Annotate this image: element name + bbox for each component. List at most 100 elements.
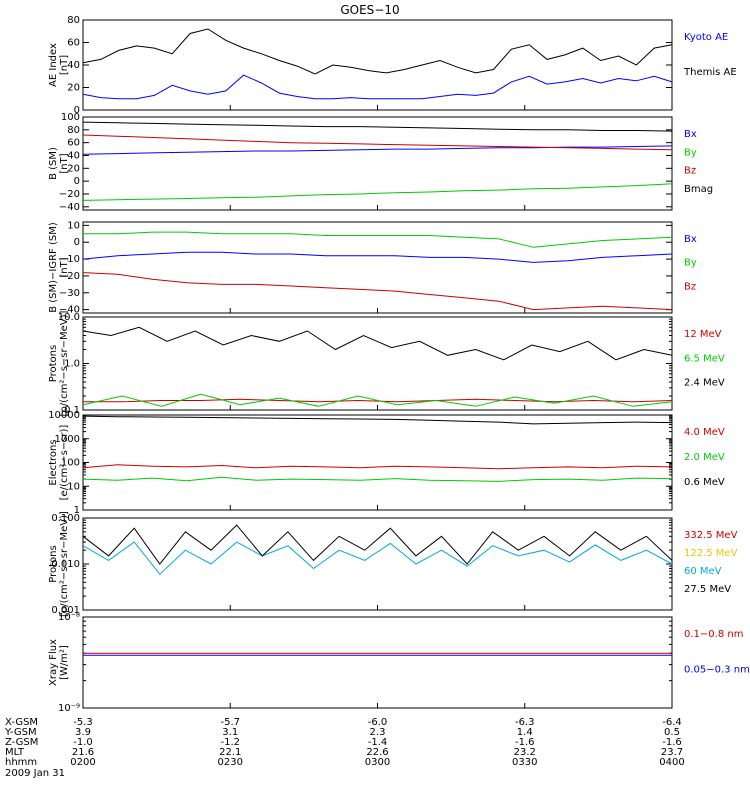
series-line-60 MeV [82, 541, 673, 575]
footer-value: 0300 [365, 757, 390, 768]
series-line-2.4 MeV [82, 326, 673, 361]
y-tick-label: 100 [61, 112, 80, 123]
legend-label: 2.4 MeV [684, 378, 725, 389]
panel-frame [82, 616, 673, 709]
panel-frame [82, 19, 673, 111]
y-axis-label: AE Index [48, 43, 59, 87]
panel-6: 0.001 0.010 0.100 Protons [p/(cm²−s−sr−MeV)]… [48, 511, 738, 617]
series-line-27.5 MeV [82, 524, 673, 565]
y-tick-label: 80 [67, 125, 80, 136]
panel-7: 10⁻⁹ 10⁻⁸ Xray Flux [W/m²] 0.1−0.8 nm 0.05−0.… [48, 612, 750, 714]
legend-label: 27.5 MeV [684, 584, 731, 595]
y-tick-label: −20 [59, 271, 80, 282]
legend-label: Bx [684, 234, 697, 245]
legend-label: 2.0 MeV [684, 452, 725, 463]
y-axis-label: [nT] [59, 257, 70, 277]
series-line-Bx [82, 145, 673, 155]
y-tick-label: 0.1 [64, 405, 80, 416]
y-tick-label: 40 [67, 60, 80, 71]
series-line-By [82, 183, 673, 201]
y-tick-label: −30 [59, 288, 80, 299]
panel-1: 0 20 40 60 80 AE Index [nT] Kyoto AE Themis AE [48, 15, 737, 116]
series-line-2.0 MeV [82, 476, 673, 482]
legend-label: 332.5 MeV [684, 530, 738, 541]
series-line-6.5 MeV [82, 393, 673, 407]
footer-value: 21.6 [72, 747, 94, 758]
legend-label: Kyoto AE [684, 32, 728, 43]
series-line-By [83, 231, 673, 248]
y-axis-label: Protons [48, 545, 59, 582]
panel-4: 0.1 1.0 10.0 Protons [p/(cm²−s−sr−MeV)] 12 Me… [48, 310, 725, 416]
series-line-Bz [82, 272, 673, 311]
legend-label: 0.1−0.8 nm [684, 629, 743, 640]
series-line-Kyoto AE [82, 74, 673, 100]
y-axis-label: Electrons [48, 439, 59, 485]
y-tick-label: 0 [74, 237, 80, 248]
legend-label: Bx [684, 129, 697, 140]
legend-label: 60 MeV [684, 566, 722, 577]
y-tick-label: 0.001 [51, 605, 80, 616]
legend-label: Themis AE [683, 67, 737, 78]
y-axis-label: [nT] [59, 153, 70, 173]
footer-value: 0400 [659, 757, 684, 768]
legend-label: 122.5 MeV [684, 548, 738, 559]
y-axis-label: Protons [48, 345, 59, 382]
panel-frame [82, 316, 673, 411]
footer-value: -1.2 [220, 737, 240, 748]
y-tick-label: 40 [67, 150, 80, 161]
y-tick-label: 20 [67, 83, 80, 94]
footer-value: 0.5 [664, 727, 680, 738]
footer-value: -1.6 [662, 737, 682, 748]
legend-label: 6.5 MeV [684, 353, 725, 364]
footer-value: 0330 [512, 757, 537, 768]
footer-value: 0200 [70, 757, 95, 768]
chart-title: GOES−10 [340, 3, 399, 17]
y-tick-label: 1000 [55, 434, 80, 445]
footer-value: -6.3 [515, 717, 535, 728]
series-line-Themis AE [82, 28, 673, 75]
y-tick-label: 10000 [48, 410, 80, 421]
footer-row-label: Z-GSM [5, 737, 38, 748]
legend-label: By [684, 147, 697, 158]
footer-row-label: X-GSM [5, 717, 38, 728]
series-line-Bmag [82, 121, 673, 132]
footer-value: -1.4 [368, 737, 388, 748]
legend-label: Bmag [684, 184, 713, 195]
footer-value: 0230 [218, 757, 243, 768]
y-tick-label: 10 [67, 220, 80, 231]
y-tick-label: 1.0 [64, 359, 80, 370]
y-tick-label: 1 [74, 505, 80, 516]
y-tick-label: 0 [74, 176, 80, 187]
footer-value: -6.0 [368, 717, 388, 728]
footer-row-label: hhmm [5, 757, 37, 768]
series-line-Bz [82, 134, 673, 151]
y-axis-label: [p/(cm²−s−sr−MeV)] [59, 511, 70, 617]
y-tick-label: 10⁻⁹ [58, 703, 80, 714]
footer-row-label: Y-GSM [4, 727, 37, 738]
y-tick-label: 80 [67, 15, 80, 26]
y-tick-label: −40 [59, 305, 80, 316]
footer-value: 23.2 [514, 747, 536, 758]
y-tick-label: −10 [59, 254, 80, 265]
y-axis-label: B (SM) [48, 147, 59, 180]
y-tick-label: −40 [59, 202, 80, 213]
footer-value: -5.3 [73, 717, 93, 728]
footer-value: 23.7 [661, 747, 683, 758]
series-line-0.6 MeV [82, 415, 673, 425]
footer-value: 1.4 [517, 727, 533, 738]
panel-frame [82, 414, 673, 511]
y-tick-label: 20 [67, 163, 80, 174]
y-axis-label: [p/(cm²−s−sr−MeV)] [59, 310, 70, 416]
y-axis-label: [e/(cm²−s−sr)] [59, 425, 70, 501]
legend-label: Bz [684, 281, 696, 292]
legend-label: 0.05−0.3 nm [684, 665, 750, 676]
y-tick-label: 60 [67, 38, 80, 49]
y-axis-label: Xray Flux [48, 639, 59, 686]
panel-3: −40 −30 −20 −10 0 10 B (SM)−IGRF (SM) [nT] Bx By B… [48, 220, 697, 315]
panel-5: 1 10 100 1000 10000 Electrons [e/(cm²−s−sr)] 4.… [48, 410, 725, 516]
legend-label: 4.0 MeV [684, 427, 725, 438]
y-tick-label: 0 [74, 105, 80, 116]
